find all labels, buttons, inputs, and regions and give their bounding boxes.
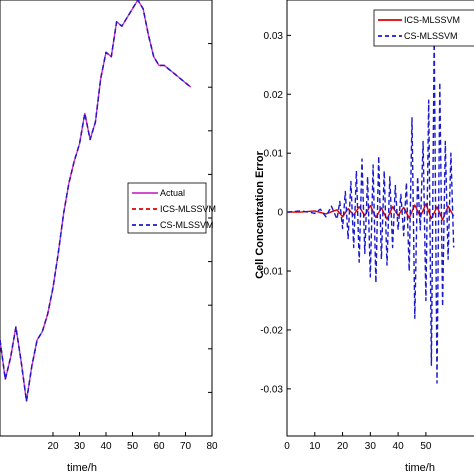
- right-legend-box: [373, 9, 474, 47]
- right-plot-area: [286, 0, 474, 437]
- left-x-tick-label: 80: [206, 441, 218, 452]
- right-y-tick-label: -0.01: [260, 267, 283, 278]
- left-series-cs-mlssvm: [0, 0, 192, 402]
- right-axis-ticks: 0 10 20 30 40 50 -0.03 -0.02 -0.01 0 0.01 0.02 0.03: [260, 31, 432, 452]
- right-x-tick-label: 40: [393, 441, 405, 452]
- right-chart: 0 10 20 30 40 50-0.03-0.02-0.0100.010.020.03 …: [254, 0, 474, 474]
- left-x-ticks: 20 30 40 50 60 70 80: [47, 43, 218, 452]
- left-legend-label-cs: CS-MLSSVM: [160, 220, 214, 230]
- left-x-tick-label: 30: [74, 441, 86, 452]
- right-series-cs-mlssvm: [287, 34, 455, 384]
- right-y-tick-label: 0: [277, 208, 283, 219]
- left-legend-label-actual: Actual: [160, 188, 185, 198]
- right-x-tick-label: 10: [309, 441, 321, 452]
- left-legend: Actual ICS-MLSSVM CS-MLSSVM: [127, 182, 216, 234]
- left-x-axis-label: time/h: [67, 462, 97, 474]
- left-x-tick-label: 50: [127, 441, 139, 452]
- left-legend-label-ics: ICS-MLSSVM: [160, 204, 216, 214]
- right-legend-label-ics: ICS-MLSSVM: [404, 15, 460, 25]
- right-legend-label-cs: CS-MLSSVM: [404, 31, 458, 41]
- right-y-tick-label: 0.03: [264, 31, 284, 42]
- right-x-tick-label: 30: [365, 441, 377, 452]
- left-x-tick-label: 60: [153, 441, 165, 452]
- right-x-tick-label: 50: [420, 441, 432, 452]
- left-x-tick-label: 70: [180, 441, 192, 452]
- right-y-tick-label: -0.03: [260, 384, 283, 395]
- left-series-lines: [0, 0, 192, 402]
- right-y-axis-label: Cell Concentration Error: [254, 150, 266, 278]
- right-y-tick-label: 0.01: [264, 149, 284, 160]
- left-x-tick-label: 40: [100, 441, 112, 452]
- left-x-tick-label: 20: [47, 441, 59, 452]
- right-x-axis-label: time/h: [405, 462, 435, 474]
- right-series-lines: [287, 34, 455, 384]
- right-y-tick-label: 0.02: [264, 90, 284, 101]
- right-y-tick-label: -0.02: [260, 325, 283, 336]
- right-x-tick-label: 20: [337, 441, 349, 452]
- right-series-ics-mlssvm: [287, 203, 455, 221]
- right-legend: ICS-MLSSVM CS-MLSSVM: [373, 9, 474, 47]
- right-x-tick-label: 0: [284, 441, 290, 452]
- left-chart: 20 30 40 50 60 70 80 time/h Actual ICS-MLSSVM …: [0, 0, 218, 474]
